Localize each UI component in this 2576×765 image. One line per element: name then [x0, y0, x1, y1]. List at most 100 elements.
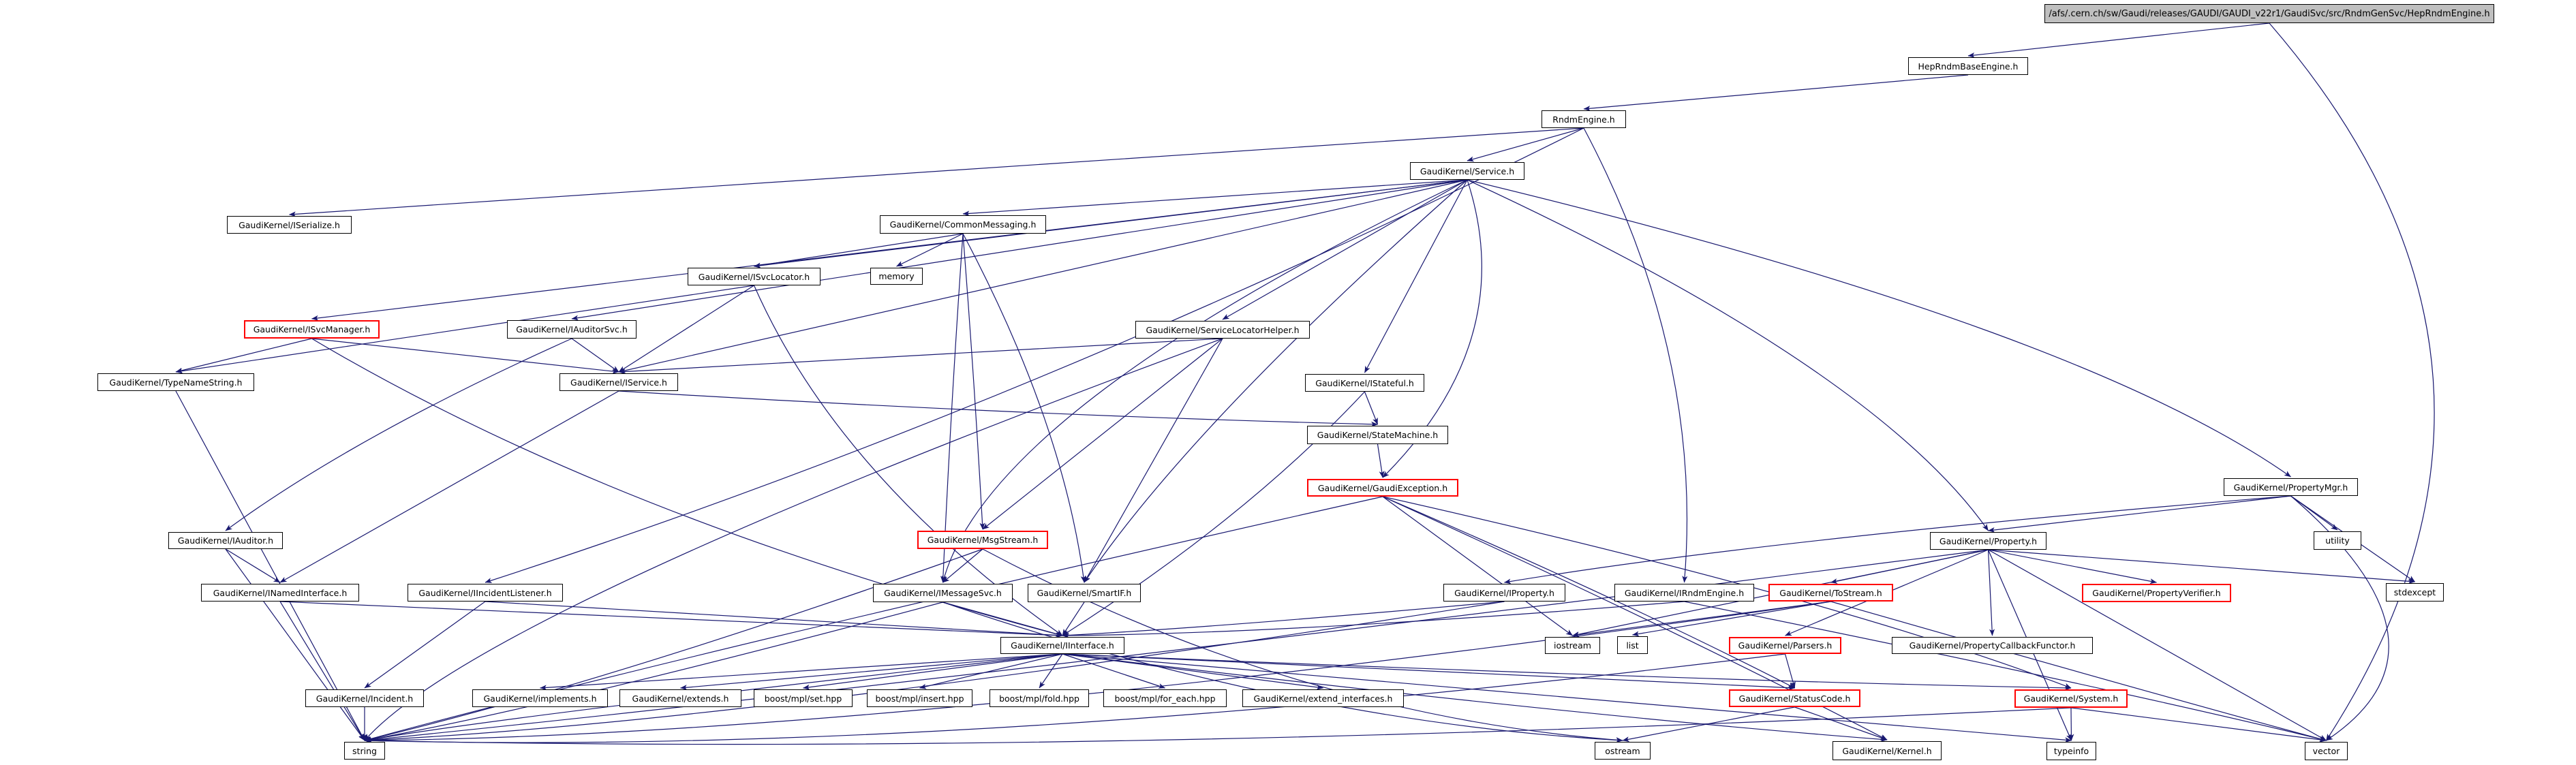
graph-node-inamediface[interactable]: GaudiKernel/INamedInterface.h: [201, 584, 359, 602]
graph-node-irndmengine[interactable]: GaudiKernel/IRndmEngine.h: [1614, 584, 1754, 602]
graph-node-property[interactable]: GaudiKernel/Property.h: [1930, 532, 2046, 550]
graph-node-mplinsert[interactable]: boost/mpl/insert.hpp: [867, 689, 972, 707]
graph-node-iproperty[interactable]: GaudiKernel/IProperty.h: [1443, 584, 1565, 602]
graph-node-implements[interactable]: GaudiKernel/implements.h: [472, 689, 608, 707]
edge-service-to-propertymgr: [1467, 179, 2291, 478]
edge-tostream-to-list: [1632, 601, 1831, 637]
edge-service-to-commonmsg: [962, 179, 1468, 217]
graph-node-smartif[interactable]: GaudiKernel/SmartIF.h: [1028, 584, 1141, 602]
graph-node-typeinfo[interactable]: typeinfo: [2046, 742, 2096, 760]
edge-service-to-istateful: [1364, 179, 1468, 373]
graph-node-stdexcept[interactable]: stdexcept: [2386, 583, 2444, 602]
edge-main-to-vector: [2269, 22, 2435, 741]
graph-node-memory[interactable]: memory: [870, 268, 923, 285]
edge-service-to-smartif: [1084, 179, 1468, 583]
graph-node-propertymgr[interactable]: GaudiKernel/PropertyMgr.h: [2224, 478, 2358, 496]
edge-service-to-isvcmanager: [311, 179, 1468, 321]
edge-isvclocator-to-iservice: [618, 285, 754, 373]
edge-propertymgr-to-iproperty: [1504, 495, 2291, 584]
edge-hepbase-to-rndmengine: [1583, 74, 1969, 112]
edge-tostream-to-string: [364, 601, 1831, 743]
edge-iauditorsvc-to-iauditor: [225, 338, 572, 531]
edge-iauditor-to-inamediface: [225, 548, 281, 583]
edge-rndmengine-to-service: [1467, 127, 1584, 162]
graph-node-extends[interactable]: GaudiKernel/extends.h: [619, 689, 741, 707]
graph-node-iostream[interactable]: iostream: [1545, 637, 1600, 654]
edge-commonmsg-to-msgstream: [962, 233, 985, 530]
graph-node-typenamestring[interactable]: GaudiKernel/TypeNameString.h: [97, 373, 254, 391]
graph-node-string[interactable]: string: [344, 742, 385, 760]
graph-node-parsers[interactable]: GaudiKernel/Parsers.h: [1729, 637, 1841, 654]
edge-iinterface-to-mplinsert: [919, 653, 1063, 689]
edge-rndmengine-to-iserialize: [289, 127, 1584, 217]
graph-node-hepbase[interactable]: HepRndmBaseEngine.h: [1908, 57, 2028, 75]
edge-iinterface-to-kernel: [1062, 653, 1888, 743]
edge-inamediface-to-iinterface: [279, 601, 1063, 638]
graph-node-system[interactable]: GaudiKernel/System.h: [2014, 689, 2128, 708]
edge-property-to-vector: [1988, 549, 2327, 741]
edge-propertymgr-to-property: [1988, 495, 2291, 533]
graph-node-utility[interactable]: utility: [2314, 531, 2361, 550]
graph-node-iserialize[interactable]: GaudiKernel/ISerialize.h: [227, 216, 352, 234]
graph-node-mplforeach[interactable]: boost/mpl/for_each.hpp: [1103, 689, 1227, 707]
edge-commonmsg-to-isvclocator: [754, 233, 964, 268]
edge-gaudiexception-to-statuscode: [1382, 496, 1795, 689]
edge-msgstream-to-imessagesvc: [942, 548, 983, 583]
edge-imessagesvc-to-string: [364, 602, 943, 743]
edge-parsers-to-string: [364, 653, 1785, 744]
graph-node-tostream[interactable]: GaudiKernel/ToStream.h: [1768, 584, 1893, 602]
edge-iinterface-to-extends: [680, 653, 1063, 691]
graph-node-statuscode[interactable]: GaudiKernel/StatusCode.h: [1729, 689, 1860, 707]
graph-node-incident[interactable]: GaudiKernel/Incident.h: [305, 689, 424, 707]
edge-iservice-to-statemachine: [618, 390, 1378, 427]
edge-property-to-propverifier: [1988, 549, 2157, 584]
graph-node-istateful[interactable]: GaudiKernel/IStateful.h: [1305, 374, 1424, 392]
graph-node-iauditorsvc[interactable]: GaudiKernel/IAuditorSvc.h: [507, 320, 637, 339]
graph-node-iservice[interactable]: GaudiKernel/IService.h: [559, 373, 678, 391]
graph-node-isvclocator[interactable]: GaudiKernel/ISvcLocator.h: [688, 268, 821, 285]
graph-node-kernel[interactable]: GaudiKernel/Kernel.h: [1833, 741, 1942, 760]
graph-node-isvcmanager[interactable]: GaudiKernel/ISvcManager.h: [244, 320, 380, 339]
edge-iinterface-to-mplforeach: [1062, 653, 1165, 689]
graph-node-propcallback[interactable]: GaudiKernel/PropertyCallbackFunctor.h: [1892, 637, 2093, 654]
edge-rndmengine-to-irndmengine: [1583, 127, 1688, 583]
graph-node-iincidentlistener[interactable]: GaudiKernel/IIncidentListener.h: [408, 584, 563, 602]
edge-iinterface-to-string: [364, 653, 1063, 743]
edge-property-to-stdexcept: [1988, 549, 2415, 584]
edge-iinterface-to-mplset: [803, 653, 1063, 690]
edge-iauditorsvc-to-iservice: [571, 338, 619, 373]
graph-node-mplset[interactable]: boost/mpl/set.hpp: [754, 689, 853, 707]
graph-node-statemachine[interactable]: GaudiKernel/StateMachine.h: [1307, 426, 1448, 444]
graph-node-iauditor[interactable]: GaudiKernel/IAuditor.h: [168, 532, 283, 549]
edge-iauditor-to-string: [225, 548, 365, 741]
edge-irndmengine-to-iinterface: [1062, 601, 1685, 638]
edge-service-to-slhelper: [1222, 179, 1468, 320]
graph-node-msgstream[interactable]: GaudiKernel/MsgStream.h: [917, 531, 1048, 549]
edge-gaudiexception-to-string: [364, 496, 1383, 742]
edge-service-to-imessagesvc: [942, 179, 1468, 583]
graph-node-iinterface[interactable]: GaudiKernel/IInterface.h: [1000, 637, 1124, 654]
graph-node-imessagesvc[interactable]: GaudiKernel/IMessageSvc.h: [873, 584, 1013, 602]
graph-node-main: /afs/.cern.ch/sw/Gaudi/releases/GAUDI/GA…: [2044, 4, 2494, 23]
graph-node-gaudiexception[interactable]: GaudiKernel/GaudiException.h: [1307, 479, 1458, 497]
graph-node-slhelper[interactable]: GaudiKernel/ServiceLocatorHelper.h: [1135, 321, 1310, 339]
edge-typenamestring-to-string: [175, 390, 365, 741]
graph-node-rndmengine[interactable]: RndmEngine.h: [1542, 110, 1626, 128]
edge-iinterface-to-statuscode: [1062, 653, 1795, 691]
edge-inamediface-to-string: [279, 601, 365, 741]
graph-node-vector[interactable]: vector: [2305, 742, 2348, 760]
graph-node-list[interactable]: list: [1617, 636, 1648, 654]
edge-msgstream-to-string: [364, 548, 983, 742]
graph-node-propverifier[interactable]: GaudiKernel/PropertyVerifier.h: [2082, 584, 2231, 602]
graph-node-extendifaces[interactable]: GaudiKernel/extend_interfaces.h: [1242, 689, 1404, 707]
graph-node-mplfold[interactable]: boost/mpl/fold.hpp: [990, 689, 1089, 707]
graph-node-ostream[interactable]: ostream: [1595, 742, 1651, 760]
graph-node-commonmsg[interactable]: GaudiKernel/CommonMessaging.h: [880, 215, 1046, 234]
edge-smartif-to-iinterface: [1062, 602, 1085, 636]
edge-slhelper-to-smartif: [1084, 338, 1223, 583]
edge-iinterface-to-extendifaces: [1062, 653, 1323, 690]
edge-service-to-iauditorsvc: [571, 179, 1468, 321]
graph-node-service[interactable]: GaudiKernel/Service.h: [1410, 162, 1524, 180]
edge-iincidentlistener-to-iinterface: [485, 601, 1063, 638]
